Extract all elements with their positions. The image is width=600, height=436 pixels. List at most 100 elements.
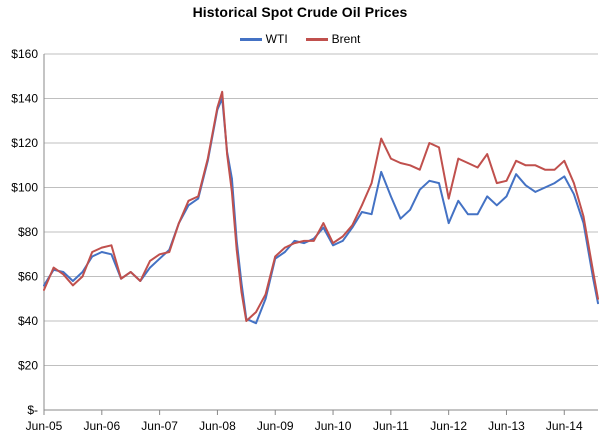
- data-point-wti: [419, 188, 421, 191]
- data-point-wti: [81, 271, 84, 273]
- data-point-brent: [486, 153, 489, 155]
- data-point-brent: [544, 168, 546, 171]
- data-point-wti: [399, 217, 402, 220]
- x-tick-label: Jun-10: [315, 419, 352, 433]
- data-point-brent: [158, 253, 161, 256]
- data-point-brent: [139, 280, 142, 282]
- data-point-brent: [341, 235, 344, 238]
- data-point-wti: [553, 182, 556, 184]
- data-point-wti: [563, 175, 566, 178]
- x-tick-label: Jun-11: [373, 419, 409, 433]
- x-tick-label: Jun-14: [546, 419, 583, 433]
- data-point-wti: [573, 193, 575, 195]
- legend-item-brent: Brent: [305, 32, 361, 46]
- x-tick-label: Jun-06: [83, 419, 120, 433]
- data-point-brent: [81, 275, 84, 278]
- data-point-wti: [101, 251, 103, 253]
- data-point-wti: [293, 240, 296, 242]
- data-point-wti: [515, 173, 517, 175]
- data-point-wti: [322, 226, 325, 229]
- data-point-wti: [303, 242, 305, 244]
- data-point-brent: [101, 246, 103, 249]
- data-point-brent: [149, 260, 151, 262]
- data-point-brent: [447, 197, 450, 200]
- data-point-brent: [467, 162, 469, 164]
- legend-swatch-wti: [239, 37, 262, 41]
- data-point-brent: [129, 271, 132, 273]
- data-point-wti: [447, 222, 450, 224]
- x-tick-label: Jun-08: [199, 419, 236, 433]
- data-point-brent: [178, 222, 180, 224]
- data-point-brent: [515, 160, 517, 162]
- data-point-brent: [226, 153, 228, 155]
- data-point-brent: [419, 168, 421, 171]
- data-point-wti: [91, 255, 93, 258]
- x-tick-label: Jun-07: [141, 419, 178, 433]
- data-point-wti: [534, 191, 537, 193]
- data-point-wti: [62, 271, 65, 273]
- data-point-brent: [399, 162, 402, 164]
- data-point-wti: [409, 209, 411, 211]
- y-tick-label: $160: [11, 47, 38, 61]
- legend-item-wti: WTI: [239, 32, 288, 46]
- y-tick-label: $20: [18, 359, 38, 373]
- legend-label-brent: Brent: [331, 32, 361, 46]
- data-point-wti: [524, 184, 527, 187]
- data-point-wti: [264, 298, 267, 300]
- data-point-brent: [91, 251, 93, 253]
- data-point-brent: [313, 240, 315, 242]
- data-point-brent: [457, 157, 460, 160]
- data-point-wti: [438, 182, 440, 184]
- data-point-brent: [380, 137, 383, 140]
- data-point-brent: [322, 222, 325, 224]
- data-point-brent: [351, 224, 354, 227]
- data-point-wti: [197, 197, 199, 200]
- data-point-brent: [361, 204, 363, 207]
- y-tick-label: $100: [11, 181, 38, 195]
- y-tick-label: $140: [11, 92, 38, 106]
- data-point-brent: [592, 271, 594, 273]
- data-point-brent: [187, 200, 190, 202]
- data-point-brent: [476, 166, 479, 169]
- data-point-wti: [370, 213, 373, 215]
- data-point-brent: [303, 240, 305, 242]
- data-point-wti: [505, 195, 508, 198]
- series-line-brent: [43, 90, 599, 322]
- data-point-brent: [563, 160, 566, 162]
- data-point-brent: [110, 244, 113, 247]
- data-point-brent: [573, 182, 575, 184]
- data-point-brent: [245, 320, 248, 322]
- data-point-wti: [428, 180, 431, 182]
- data-point-wti: [332, 244, 334, 247]
- chart-title: Historical Spot Crude Oil Prices: [192, 4, 408, 20]
- data-point-brent: [197, 195, 199, 198]
- data-point-brent: [235, 249, 238, 251]
- data-point-brent: [207, 157, 209, 160]
- data-point-wti: [231, 177, 233, 180]
- data-point-brent: [43, 289, 45, 291]
- y-tick-label: $40: [18, 314, 38, 328]
- data-point-wti: [158, 257, 161, 260]
- data-point-brent: [438, 146, 440, 149]
- data-point-wti: [187, 204, 190, 207]
- data-point-wti: [43, 284, 45, 287]
- data-point-brent: [370, 182, 373, 184]
- x-tick-label: Jun-12: [430, 419, 467, 433]
- data-point-brent: [293, 242, 296, 244]
- data-point-brent: [221, 91, 223, 93]
- data-point-brent: [534, 164, 537, 167]
- x-tick-label: Jun-09: [257, 419, 294, 433]
- data-point-wti: [496, 204, 498, 207]
- data-point-brent: [240, 291, 243, 293]
- chart-legend: WTI Brent: [0, 32, 600, 46]
- x-tick-label: Jun-13: [488, 419, 525, 433]
- y-tick-label: $120: [11, 136, 38, 150]
- data-point-wti: [476, 213, 479, 215]
- y-tick-label: $-: [27, 403, 38, 417]
- data-point-wti: [284, 251, 286, 253]
- data-point-brent: [524, 164, 527, 167]
- data-point-brent: [216, 106, 219, 109]
- data-point-wti: [467, 213, 469, 215]
- data-point-brent: [284, 246, 286, 249]
